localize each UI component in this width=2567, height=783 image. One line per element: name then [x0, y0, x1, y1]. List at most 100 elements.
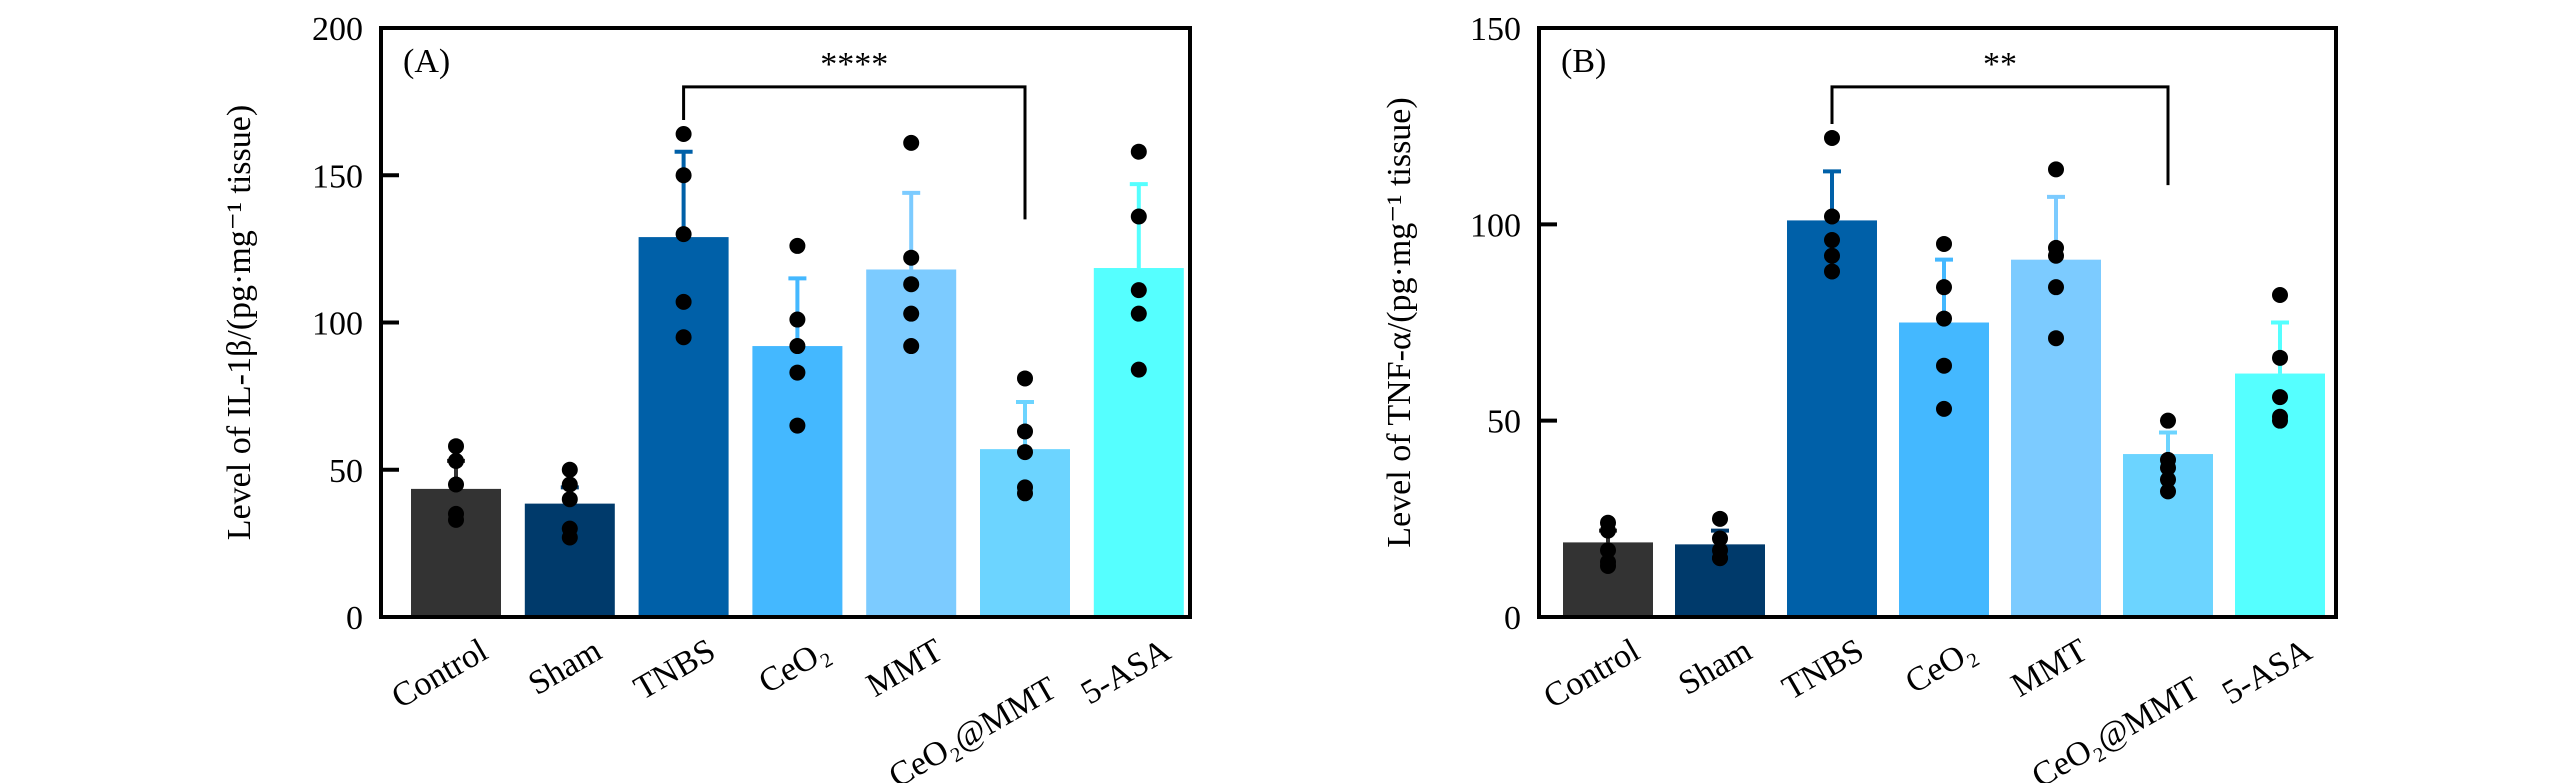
significance-bracket — [1830, 85, 2170, 186]
data-point — [675, 293, 692, 310]
data-point — [789, 338, 806, 355]
data-point — [1130, 305, 1147, 322]
y-tick-label: 0 — [346, 600, 363, 637]
data-point — [903, 134, 920, 151]
data-point — [2272, 389, 2288, 406]
data-point — [1936, 400, 1952, 417]
data-point — [1130, 361, 1147, 378]
data-point — [2160, 471, 2176, 488]
data-point — [1017, 370, 1033, 387]
data-point — [2160, 412, 2176, 429]
y-tick-label: 0 — [1504, 600, 1521, 637]
y-tick-label: 100 — [312, 306, 363, 343]
data-point — [448, 438, 464, 455]
x-tick-label: 5-ASA — [1075, 632, 1177, 712]
data-point — [561, 461, 578, 478]
bar-3 — [752, 346, 843, 617]
significance-label: ** — [1983, 46, 2017, 83]
data-point — [1712, 550, 1728, 567]
y-tick-label: 150 — [312, 158, 363, 195]
panel-label: (A) — [403, 43, 450, 80]
data-point — [1936, 279, 1952, 296]
data-point — [675, 126, 692, 143]
data-point — [1712, 510, 1728, 527]
data-point — [2048, 161, 2064, 178]
data-point — [1017, 444, 1033, 461]
x-tick-label: CeO₂@MMT — [883, 670, 1063, 783]
data-point — [1130, 282, 1147, 299]
y-tick-label: 100 — [1470, 207, 1521, 244]
data-point — [903, 338, 920, 355]
bar-4 — [2011, 259, 2101, 617]
data-point — [561, 529, 578, 546]
data-point — [903, 305, 920, 322]
data-point — [789, 311, 806, 328]
data-point — [1130, 208, 1147, 225]
x-tick-label: TNBS — [628, 632, 722, 708]
data-point — [448, 476, 464, 493]
data-point — [1824, 263, 1840, 280]
panel-a-il1b: 0 50 100 150 200 Level of IL-1β/(pg·mg⁻¹ tiss… — [221, 11, 1192, 783]
data-point — [1936, 357, 1952, 374]
data-point — [448, 452, 464, 469]
data-point — [789, 237, 806, 254]
data-point — [1824, 232, 1840, 249]
bar-6 — [1093, 268, 1184, 617]
bar-1 — [524, 503, 615, 617]
data-point — [675, 226, 692, 243]
data-point — [1936, 310, 1952, 327]
y-tick-label: 50 — [329, 453, 363, 490]
significance-label: **** — [820, 46, 888, 83]
data-point — [2048, 247, 2064, 264]
data-point — [1936, 235, 1952, 252]
y-tick-label: 150 — [1470, 11, 1521, 48]
bar-2 — [1787, 220, 1877, 617]
x-tick-label: 5-ASA — [2216, 632, 2318, 712]
data-point — [1712, 530, 1728, 547]
data-point — [561, 491, 578, 508]
data-point — [1017, 423, 1033, 440]
data-point — [2272, 287, 2288, 304]
x-tick-label: MMT — [2005, 632, 2094, 705]
data-point — [1600, 522, 1616, 539]
data-point — [2272, 349, 2288, 366]
data-point — [561, 476, 578, 493]
x-tick-label: Control — [1538, 632, 1646, 716]
data-point — [789, 364, 806, 381]
significance-bracket — [682, 85, 1027, 220]
bar-5 — [980, 449, 1070, 617]
data-point — [903, 249, 920, 266]
x-tick-label: CeO₂ — [1899, 632, 1982, 701]
data-point — [789, 417, 806, 434]
data-point — [2272, 412, 2288, 429]
x-tick-label: CeO₂ — [753, 632, 836, 701]
data-point — [1824, 208, 1840, 225]
data-point — [1824, 129, 1840, 146]
data-point — [903, 276, 920, 293]
panel-b-tnfa: 0 50 100 150 Level of TNF-α/(pg·mg⁻¹ tissue)… — [1381, 11, 2338, 783]
x-tick-label: Control — [386, 632, 494, 716]
y-tick-label: 200 — [312, 11, 363, 48]
data-point — [1600, 542, 1616, 559]
x-tick-label: Sham — [522, 632, 608, 703]
y-axis-label: Level of TNF-α/(pg·mg⁻¹ tissue) — [1381, 97, 1418, 547]
data-point — [2160, 459, 2176, 476]
data-point — [2048, 279, 2064, 296]
data-point — [1017, 485, 1033, 502]
panel-label: (B) — [1561, 43, 1606, 80]
data-point — [1130, 143, 1147, 160]
x-tick-label: Sham — [1672, 632, 1758, 703]
data-point — [448, 511, 464, 528]
data-point — [1600, 557, 1616, 574]
data-point — [2160, 483, 2176, 500]
data-point — [675, 167, 692, 184]
data-point — [675, 329, 692, 346]
x-tick-label: MMT — [860, 632, 949, 705]
data-point — [2048, 330, 2064, 347]
data-point — [1824, 247, 1840, 264]
x-tick-label: TNBS — [1776, 632, 1870, 708]
y-tick-label: 50 — [1487, 404, 1521, 441]
y-axis-label: Level of IL-1β/(pg·mg⁻¹ tissue) — [221, 105, 258, 540]
plot-frame — [1537, 26, 2338, 619]
